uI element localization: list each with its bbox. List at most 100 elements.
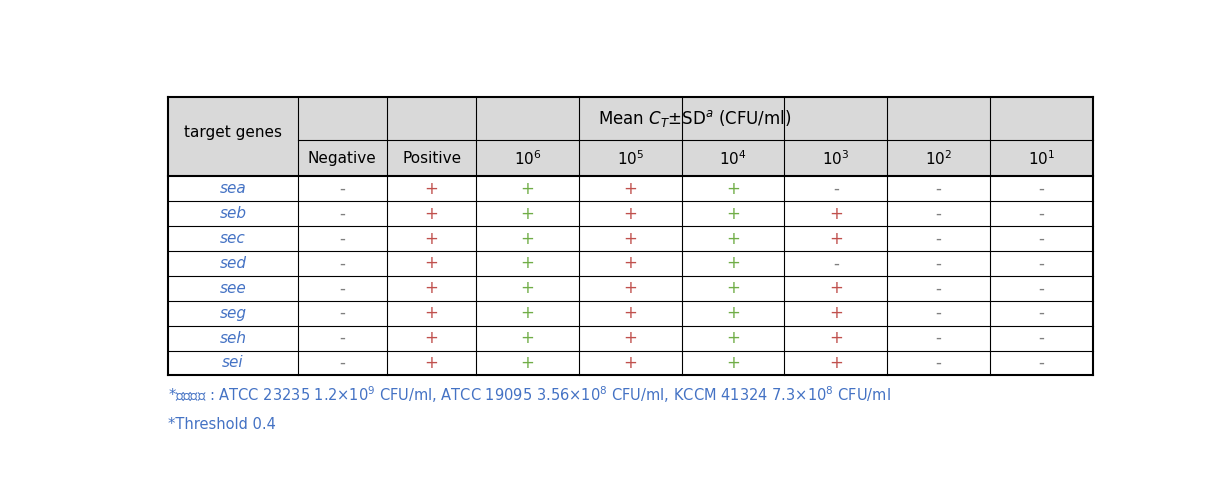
Bar (887, 201, 990, 226)
Bar (169, 350, 298, 375)
Bar (990, 141, 1092, 177)
Text: -: - (1038, 205, 1044, 223)
Bar (387, 301, 476, 326)
Bar (579, 251, 681, 276)
Bar (990, 177, 1092, 201)
Text: $10^3$: $10^3$ (822, 149, 850, 168)
Text: -: - (1038, 180, 1044, 198)
Text: +: + (520, 230, 535, 247)
Bar (579, 226, 681, 251)
Text: +: + (624, 254, 637, 273)
Bar (298, 251, 387, 276)
Bar (681, 226, 785, 251)
Text: -: - (936, 180, 941, 198)
Text: +: + (624, 304, 637, 322)
Bar (681, 201, 785, 226)
Bar (579, 141, 681, 177)
Text: -: - (833, 180, 839, 198)
Bar (169, 326, 298, 350)
Text: +: + (424, 180, 439, 198)
Text: $10^4$: $10^4$ (720, 149, 747, 168)
Bar (387, 251, 476, 276)
Bar (785, 141, 887, 177)
Text: +: + (624, 205, 637, 223)
Bar (785, 226, 887, 251)
Bar (990, 301, 1092, 326)
Text: -: - (339, 180, 346, 198)
Bar (298, 97, 1092, 141)
Bar (681, 326, 785, 350)
Bar (579, 350, 681, 375)
Bar (990, 276, 1092, 301)
Text: +: + (424, 205, 439, 223)
Bar (476, 301, 579, 326)
Text: +: + (624, 354, 637, 372)
Bar (579, 326, 681, 350)
Bar (681, 350, 785, 375)
Bar (785, 301, 887, 326)
Bar (169, 177, 298, 201)
Text: +: + (726, 180, 740, 198)
Bar (169, 201, 298, 226)
Text: seg: seg (219, 306, 246, 321)
Text: -: - (1038, 230, 1044, 247)
Text: -: - (936, 254, 941, 273)
Bar (298, 326, 387, 350)
Bar (298, 177, 387, 201)
Text: -: - (833, 254, 839, 273)
Text: +: + (726, 279, 740, 297)
Bar (298, 141, 387, 177)
Bar (887, 177, 990, 201)
Text: +: + (829, 304, 843, 322)
Bar (785, 276, 887, 301)
Text: +: + (726, 354, 740, 372)
Bar (169, 226, 298, 251)
Bar (681, 177, 785, 201)
Text: +: + (424, 329, 439, 347)
Text: -: - (339, 254, 346, 273)
Bar (298, 301, 387, 326)
Text: +: + (520, 279, 535, 297)
Text: $10^1$: $10^1$ (1028, 149, 1055, 168)
Text: -: - (339, 205, 346, 223)
Bar (387, 350, 476, 375)
Bar (887, 226, 990, 251)
Bar (785, 201, 887, 226)
Bar (476, 326, 579, 350)
Bar (887, 301, 990, 326)
Text: +: + (829, 279, 843, 297)
Text: Mean $\mathit{C_T}$$\pm$SD$^a$ (CFU/ml): Mean $\mathit{C_T}$$\pm$SD$^a$ (CFU/ml) (599, 108, 792, 129)
Bar (476, 177, 579, 201)
Text: +: + (424, 354, 439, 372)
Text: $10^6$: $10^6$ (514, 149, 541, 168)
Text: +: + (829, 354, 843, 372)
Bar (387, 326, 476, 350)
Text: +: + (424, 304, 439, 322)
Text: -: - (936, 230, 941, 247)
Bar (785, 251, 887, 276)
Bar (387, 226, 476, 251)
Text: +: + (726, 329, 740, 347)
Text: +: + (624, 329, 637, 347)
Text: +: + (520, 329, 535, 347)
Text: -: - (936, 304, 941, 322)
Bar (681, 276, 785, 301)
Text: target genes: target genes (183, 125, 282, 140)
Text: sed: sed (219, 256, 246, 271)
Text: +: + (520, 354, 535, 372)
Bar (387, 177, 476, 201)
Bar (785, 177, 887, 201)
Bar (681, 141, 785, 177)
Text: -: - (1038, 279, 1044, 297)
Text: +: + (424, 279, 439, 297)
Bar (990, 326, 1092, 350)
Text: +: + (624, 279, 637, 297)
Bar (169, 251, 298, 276)
Text: +: + (520, 304, 535, 322)
Bar (785, 326, 887, 350)
Text: -: - (936, 329, 941, 347)
Bar (887, 350, 990, 375)
Text: sec: sec (220, 231, 246, 246)
Bar (990, 201, 1092, 226)
Text: -: - (936, 354, 941, 372)
